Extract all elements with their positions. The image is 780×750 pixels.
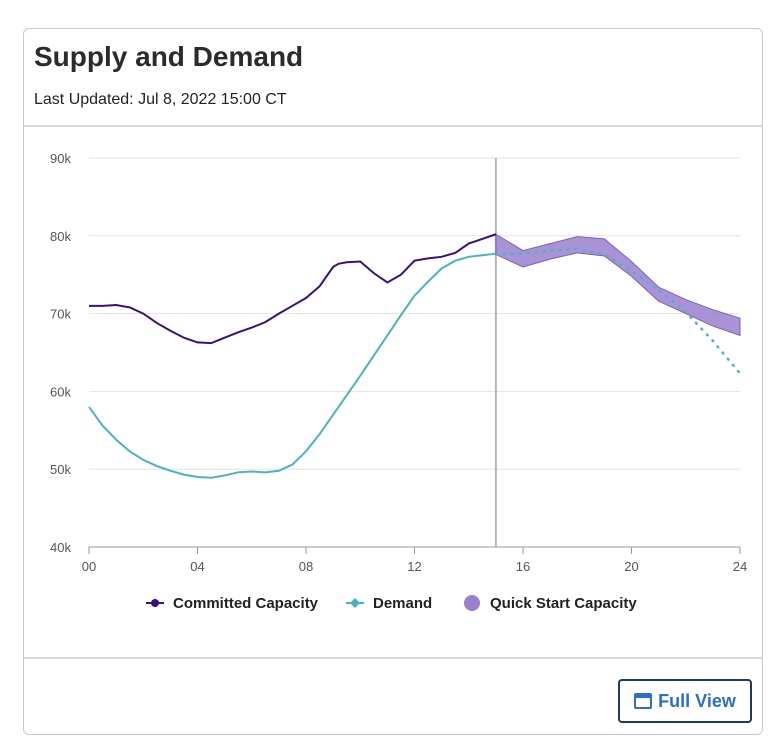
full-view-button[interactable]: Full View xyxy=(618,679,752,723)
window-icon xyxy=(634,693,653,709)
y-tick-label: 80k xyxy=(50,229,71,244)
supply-demand-card: Supply and Demand Last Updated: Jul 8, 2… xyxy=(23,28,763,735)
y-tick-label: 60k xyxy=(50,384,71,399)
x-tick-label: 12 xyxy=(407,559,421,574)
last-updated-text: Last Updated: Jul 8, 2022 15:00 CT xyxy=(34,91,287,108)
full-view-label: Full View xyxy=(658,690,736,711)
demand-forecast-line xyxy=(494,247,742,375)
x-tick-label: 20 xyxy=(624,559,638,574)
committed-capacity-line xyxy=(89,233,497,345)
demand-line xyxy=(88,252,496,479)
y-tick-label: 70k xyxy=(50,307,71,322)
legend-label: Committed Capacity xyxy=(173,595,319,612)
x-tick-label: 16 xyxy=(516,559,530,574)
x-tick-label: 00 xyxy=(82,559,96,574)
legend-band-marker xyxy=(464,595,480,611)
x-tick-label: 08 xyxy=(299,559,313,574)
legend-label: Quick Start Capacity xyxy=(490,595,637,612)
x-tick-label: 04 xyxy=(190,559,204,574)
legend-circle-marker xyxy=(151,599,159,607)
legend-diamond-marker xyxy=(350,598,360,608)
y-tick-label: 40k xyxy=(50,540,71,555)
quick-start-band xyxy=(495,233,741,337)
legend-label: Demand xyxy=(373,595,432,612)
supply-demand-chart: 40k 50k 60k 70k 80k 90k 00 04 08 12 16 20 24 Committe… xyxy=(50,151,747,612)
y-tick-label: 50k xyxy=(50,462,71,477)
card-footer: Full View xyxy=(24,657,762,734)
x-tick-label: 24 xyxy=(733,559,747,574)
page-title: Supply and Demand xyxy=(34,41,304,72)
card-header: Supply and Demand Last Updated: Jul 8, 2… xyxy=(24,29,762,127)
chart-area: 40k 50k 60k 70k 80k 90k 00 04 08 12 16 20 24 Committe… xyxy=(24,127,762,657)
y-tick-label: 90k xyxy=(50,151,71,166)
